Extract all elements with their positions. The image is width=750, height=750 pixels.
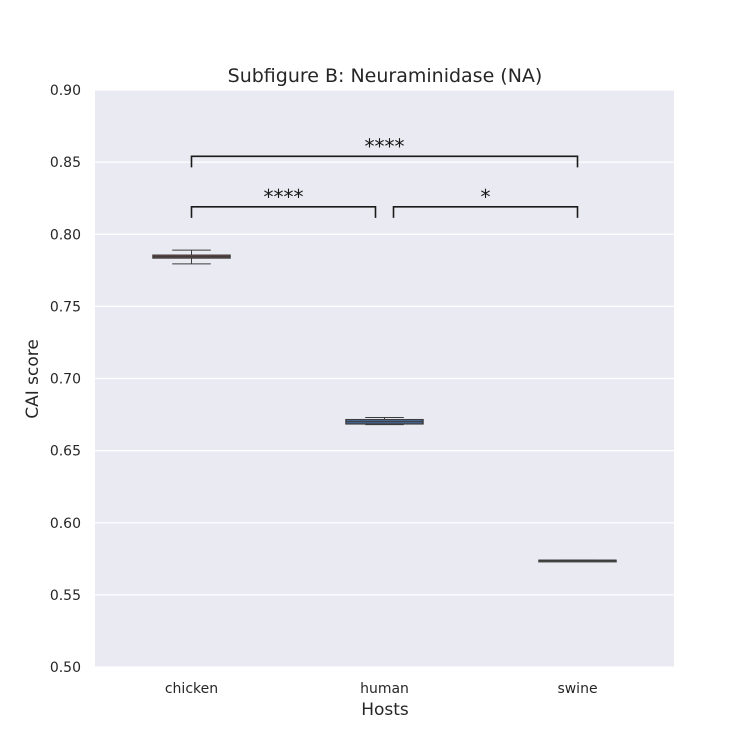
- y-tick-label: 0.85: [50, 155, 81, 171]
- y-tick-label: 0.90: [50, 83, 81, 99]
- significance-label: ****: [365, 134, 405, 158]
- significance-brackets: **** *****: [190, 134, 579, 218]
- x-tick-label-human: human: [360, 681, 409, 697]
- y-tick-labels: 0.50 0.55 0.60 0.65 0.70 0.75 0.80 0.85 0.90: [50, 83, 81, 676]
- significance-label: *: [481, 185, 491, 209]
- x-tick-labels: chicken human swine: [165, 681, 598, 697]
- boxes: [152, 249, 617, 563]
- box-swine: [538, 559, 617, 563]
- x-axis-label: Hosts: [361, 700, 409, 720]
- y-tick-label: 0.80: [50, 227, 81, 243]
- box-chicken: [152, 249, 231, 265]
- significance-label: ****: [264, 185, 304, 209]
- x-tick-label-swine: swine: [557, 681, 597, 697]
- y-axis-label: CAI score: [23, 339, 43, 419]
- x-tick-label-chicken: chicken: [165, 681, 218, 697]
- y-tick-label: 0.65: [50, 444, 81, 460]
- bracket-line: [392, 206, 579, 218]
- y-tick-label: 0.70: [50, 372, 81, 388]
- y-tick-label: 0.60: [50, 516, 81, 532]
- significance-bracket-chicken-human: ****: [190, 185, 377, 218]
- y-tick-label: 0.50: [50, 660, 81, 676]
- bracket-line: [190, 155, 579, 168]
- y-tick-label: 0.75: [50, 299, 81, 315]
- significance-bracket-chicken-swine: ****: [190, 134, 579, 168]
- bracket-line: [190, 206, 377, 218]
- box-human: [345, 416, 424, 426]
- significance-bracket-human-swine: *: [392, 185, 579, 218]
- chart-title: Subfigure B: Neuraminidase (NA): [228, 65, 543, 87]
- y-tick-label: 0.55: [50, 588, 81, 604]
